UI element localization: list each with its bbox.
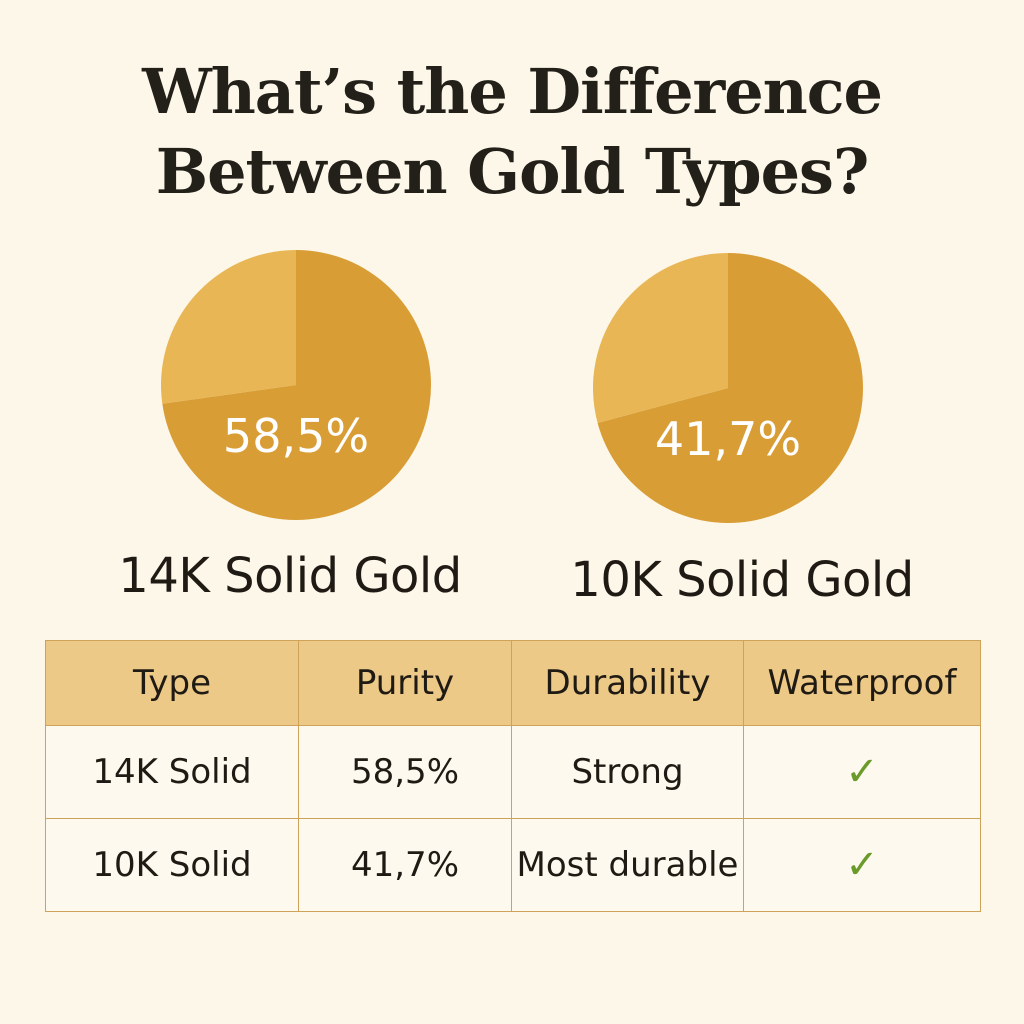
pie-slice-light [593,253,728,423]
pie-slice-main [162,250,431,520]
header-durability: Durability [511,640,744,726]
pie-value-label: 58,5% [223,409,369,463]
check-icon: ✓ [845,749,879,795]
cell-type: 14K Solid [45,725,299,819]
pie-value-label: 41,7% [655,412,801,466]
header-purity: Purity [298,640,512,726]
table-header-row: Type Purity Durability Waterproof [45,640,981,726]
header-type: Type [45,640,299,726]
cell-purity: 41,7% [298,818,512,912]
check-icon: ✓ [845,842,879,888]
pie-chart-14k: 58,5% [161,250,431,520]
table-row: 10K Solid 41,7% Most durable ✓ [45,818,981,912]
cell-durability: Strong [511,725,744,819]
header-waterproof: Waterproof [743,640,981,726]
cell-type: 10K Solid [45,818,299,912]
title-line-1: What’s the Difference [142,55,883,128]
cell-waterproof: ✓ [743,725,981,819]
pie-slice-light [161,250,296,404]
pie-chart-10k: 41,7% [593,253,863,523]
comparison-table: Type Purity Durability Waterproof 14K So… [45,640,981,912]
pie-caption-14k: 14K Solid Gold [118,548,462,604]
table-row: 14K Solid 58,5% Strong ✓ [45,725,981,819]
cell-durability: Most durable [511,818,744,912]
pie-slice-main [597,253,863,523]
cell-purity: 58,5% [298,725,512,819]
pie-caption-10k: 10K Solid Gold [570,552,914,608]
page-title: What’s the Difference Between Gold Types… [0,52,1024,212]
cell-waterproof: ✓ [743,818,981,912]
title-line-2: Between Gold Types? [155,135,870,208]
